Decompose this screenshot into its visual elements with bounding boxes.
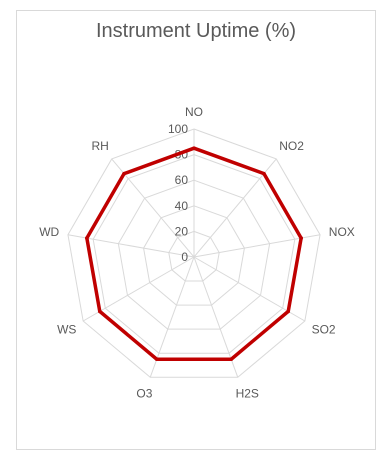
category-label-o3: O3 xyxy=(136,386,152,400)
data-point-no xyxy=(192,146,196,150)
series-line xyxy=(85,146,303,361)
tick-label: 0 xyxy=(181,250,188,264)
category-label-ws: WS xyxy=(57,323,76,337)
chart-area xyxy=(16,10,376,450)
data-point-no2 xyxy=(262,171,266,176)
grid-spoke xyxy=(111,158,195,258)
grid-spoke xyxy=(67,234,195,258)
grid-ring xyxy=(67,128,321,378)
category-label-nox: NOX xyxy=(329,225,355,239)
category-label-no2: NO2 xyxy=(279,139,304,153)
tick-label: 60 xyxy=(175,173,189,187)
category-label-h2s: H2S xyxy=(236,386,259,400)
category-label-wd: WD xyxy=(39,225,59,239)
data-point-o3 xyxy=(154,357,159,362)
data-point-so2 xyxy=(286,309,291,314)
data-point-h2s xyxy=(229,357,234,362)
data-point-ws xyxy=(97,309,102,314)
grid-ring xyxy=(117,179,271,330)
category-label-so2: SO2 xyxy=(312,323,336,337)
grid-spoke xyxy=(193,256,239,378)
tick-label: 100 xyxy=(168,122,188,136)
data-point-wd xyxy=(85,236,89,240)
tick-label: 40 xyxy=(175,199,189,213)
grid-spoke xyxy=(82,256,195,322)
grid-spoke xyxy=(193,256,306,322)
chart-title: Instrument Uptime (%) xyxy=(95,20,297,42)
category-label-no: NO xyxy=(185,105,203,119)
grid-spoke xyxy=(149,256,195,378)
grid-ring xyxy=(92,154,296,354)
grid-spoke xyxy=(193,158,277,258)
grid-ring xyxy=(168,230,220,282)
data-point-nox xyxy=(299,236,303,240)
tick-label: 20 xyxy=(175,224,189,238)
grid-ring xyxy=(143,205,245,306)
data-point-rh xyxy=(122,171,126,176)
category-label-rh: RH xyxy=(91,139,108,153)
grid-spoke xyxy=(193,234,321,258)
